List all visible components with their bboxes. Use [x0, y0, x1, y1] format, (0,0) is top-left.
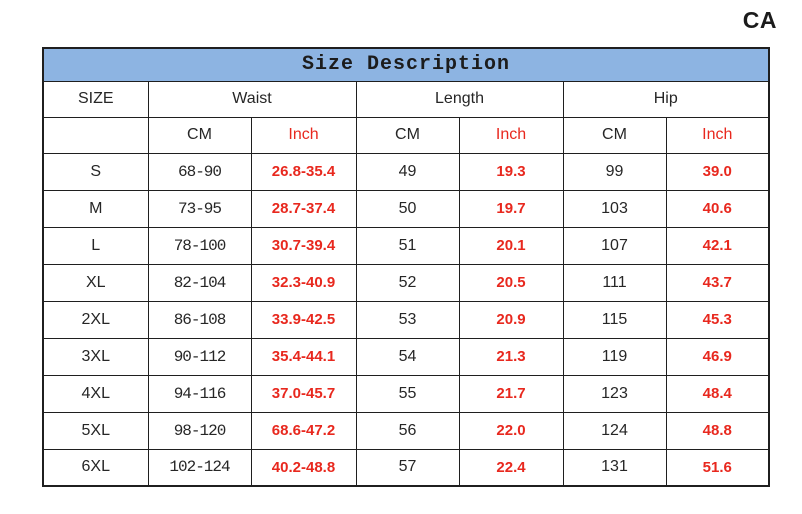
table-row: 6XL 102-124 40.2-48.8 57 22.4 131 51.6 — [42, 448, 770, 487]
empty-cell — [42, 116, 149, 154]
size-label: 4XL — [42, 374, 149, 413]
size-label: 3XL — [42, 337, 149, 376]
length-inch-value: 20.1 — [458, 226, 564, 265]
length-cm-value: 54 — [355, 337, 460, 376]
waist-cm-value: 73-95 — [147, 189, 252, 228]
length-inch-header: Inch — [458, 116, 564, 154]
table-group-header-row: SIZE Waist Length Hip — [42, 80, 770, 118]
waist-inch-value: 68.6-47.2 — [250, 411, 357, 450]
size-label: S — [42, 152, 149, 191]
length-group-header: Length — [355, 80, 564, 118]
waist-inch-value: 32.3-40.9 — [250, 263, 357, 302]
hip-cm-value: 123 — [562, 374, 667, 413]
length-cm-value: 52 — [355, 263, 460, 302]
length-inch-value: 20.9 — [458, 300, 564, 339]
table-title-row: Size Description — [42, 47, 770, 82]
hip-cm-value: 107 — [562, 226, 667, 265]
hip-inch-value: 48.8 — [665, 411, 770, 450]
waist-cm-value: 94-116 — [147, 374, 252, 413]
waist-inch-header: Inch — [250, 116, 357, 154]
hip-cm-value: 99 — [562, 152, 667, 191]
waist-inch-value: 26.8-35.4 — [250, 152, 357, 191]
waist-cm-value: 102-124 — [147, 448, 252, 487]
size-label: M — [42, 189, 149, 228]
waist-cm-value: 86-108 — [147, 300, 252, 339]
length-cm-value: 51 — [355, 226, 460, 265]
size-label: 5XL — [42, 411, 149, 450]
length-cm-header: CM — [355, 116, 460, 154]
table-row: M 73-95 28.7-37.4 50 19.7 103 40.6 — [42, 189, 770, 228]
region-label: CA — [742, 7, 777, 33]
length-inch-value: 22.4 — [458, 448, 564, 487]
length-cm-value: 56 — [355, 411, 460, 450]
table-row: L 78-100 30.7-39.4 51 20.1 107 42.1 — [42, 226, 770, 265]
hip-inch-value: 51.6 — [665, 448, 770, 487]
waist-cm-value: 90-112 — [147, 337, 252, 376]
hip-cm-header: CM — [562, 116, 667, 154]
waist-inch-value: 40.2-48.8 — [250, 448, 357, 487]
length-cm-value: 57 — [355, 448, 460, 487]
waist-group-header: Waist — [147, 80, 357, 118]
waist-cm-value: 82-104 — [147, 263, 252, 302]
hip-inch-value: 42.1 — [665, 226, 770, 265]
waist-cm-value: 98-120 — [147, 411, 252, 450]
waist-inch-value: 30.7-39.4 — [250, 226, 357, 265]
hip-cm-value: 124 — [562, 411, 667, 450]
table-unit-header-row: CM Inch CM Inch CM Inch — [42, 116, 770, 154]
waist-cm-value: 68-90 — [147, 152, 252, 191]
size-description-table: Size Description SIZE Waist Length Hip C… — [42, 47, 771, 487]
size-label: 2XL — [42, 300, 149, 339]
hip-cm-value: 111 — [562, 263, 667, 302]
length-inch-value: 19.7 — [458, 189, 564, 228]
hip-cm-value: 131 — [562, 448, 667, 487]
length-cm-value: 53 — [355, 300, 460, 339]
table-title: Size Description — [42, 47, 770, 82]
length-cm-value: 50 — [355, 189, 460, 228]
table-row: 2XL 86-108 33.9-42.5 53 20.9 115 45.3 — [42, 300, 770, 339]
length-inch-value: 21.3 — [458, 337, 564, 376]
waist-inch-value: 33.9-42.5 — [250, 300, 357, 339]
waist-inch-value: 35.4-44.1 — [250, 337, 357, 376]
hip-cm-value: 115 — [562, 300, 667, 339]
length-cm-value: 49 — [355, 152, 460, 191]
table-row: 5XL 98-120 68.6-47.2 56 22.0 124 48.8 — [42, 411, 770, 450]
waist-cm-value: 78-100 — [147, 226, 252, 265]
hip-inch-value: 48.4 — [665, 374, 770, 413]
size-label: L — [42, 226, 149, 265]
length-inch-value: 21.7 — [458, 374, 564, 413]
hip-inch-header: Inch — [665, 116, 770, 154]
hip-cm-value: 119 — [562, 337, 667, 376]
length-inch-value: 20.5 — [458, 263, 564, 302]
hip-inch-value: 40.6 — [665, 189, 770, 228]
hip-inch-value: 45.3 — [665, 300, 770, 339]
table-row: 3XL 90-112 35.4-44.1 54 21.3 119 46.9 — [42, 337, 770, 376]
hip-group-header: Hip — [562, 80, 770, 118]
hip-inch-value: 43.7 — [665, 263, 770, 302]
waist-inch-value: 28.7-37.4 — [250, 189, 357, 228]
waist-cm-header: CM — [147, 116, 252, 154]
hip-cm-value: 103 — [562, 189, 667, 228]
hip-inch-value: 39.0 — [665, 152, 770, 191]
size-label: XL — [42, 263, 149, 302]
length-cm-value: 55 — [355, 374, 460, 413]
table-row: XL 82-104 32.3-40.9 52 20.5 111 43.7 — [42, 263, 770, 302]
length-inch-value: 19.3 — [458, 152, 564, 191]
length-inch-value: 22.0 — [458, 411, 564, 450]
waist-inch-value: 37.0-45.7 — [250, 374, 357, 413]
table-row: S 68-90 26.8-35.4 49 19.3 99 39.0 — [42, 152, 770, 191]
table-row: 4XL 94-116 37.0-45.7 55 21.7 123 48.4 — [42, 374, 770, 413]
size-label: 6XL — [42, 448, 149, 487]
hip-inch-value: 46.9 — [665, 337, 770, 376]
size-column-header: SIZE — [42, 80, 149, 118]
